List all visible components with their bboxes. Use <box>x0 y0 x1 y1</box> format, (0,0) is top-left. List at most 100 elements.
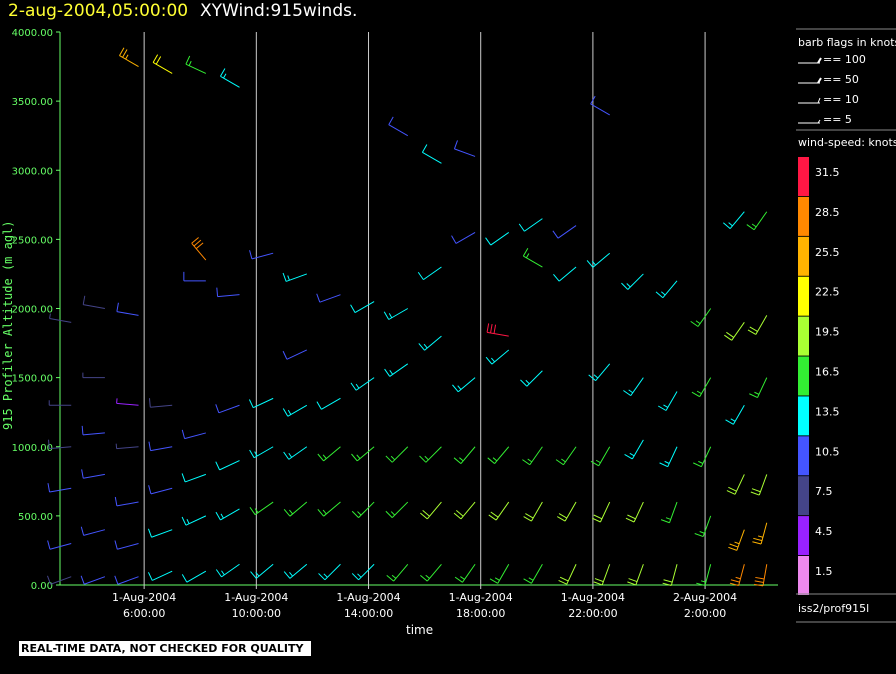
x-tick-date: 1-Aug-2004 <box>224 591 288 604</box>
wind-barb <box>185 55 207 74</box>
wind-barb <box>749 377 768 399</box>
wind-barb <box>725 405 745 425</box>
wind-barb <box>114 496 139 507</box>
wind-barb <box>48 400 72 406</box>
speed-legend-swatch <box>798 556 809 595</box>
wind-barb <box>147 528 173 538</box>
x-tick-time: 14:00:00 <box>344 607 393 620</box>
wind-barb <box>621 273 644 290</box>
wind-barb <box>592 501 611 523</box>
wind-barb <box>520 370 543 387</box>
speed-legend-title: wind-speed: knots <box>798 136 896 149</box>
wind-barb <box>350 301 375 314</box>
wind-barb <box>181 515 207 526</box>
gridlines <box>143 32 706 589</box>
wind-barb <box>420 501 442 520</box>
wind-barb <box>627 564 644 586</box>
wind-barb <box>249 250 274 260</box>
wind-barb <box>593 564 611 586</box>
x-tick-date: 1-Aug-2004 <box>449 591 513 604</box>
wind-barb <box>384 363 409 377</box>
wind-barb <box>451 232 476 244</box>
wind-barb <box>690 308 712 327</box>
quality-warning: REAL-TIME DATA, NOT CHECKED FOR QUALITY <box>19 641 312 656</box>
wind-barb <box>625 501 644 523</box>
wind-barb <box>588 363 611 382</box>
wind-barb <box>116 302 139 316</box>
wind-barb <box>662 564 678 586</box>
wind-barb <box>81 425 105 436</box>
wind-barb <box>282 404 308 417</box>
wind-barb <box>115 443 139 450</box>
y-tick-label: 2000.00 <box>12 305 53 316</box>
wind-barb <box>752 522 768 545</box>
wind-barb <box>351 446 375 462</box>
wind-barb <box>317 501 341 517</box>
wind-barb <box>283 563 308 579</box>
wind-barb <box>220 68 240 88</box>
wind-barb <box>746 211 768 231</box>
wind-barb <box>747 315 768 335</box>
wind-barb <box>283 446 308 460</box>
y-tick-label: 2500.00 <box>12 235 53 246</box>
speed-legend-swatch <box>798 396 809 436</box>
wind-barb <box>351 501 375 518</box>
wind-barb <box>114 540 139 550</box>
wind-barb <box>488 501 510 521</box>
wind-barb <box>694 515 712 538</box>
speed-legend-label: 25.5 <box>815 246 840 259</box>
y-tick-label: 4000.00 <box>12 28 53 39</box>
speed-legend-swatch <box>798 196 809 236</box>
wind-barb <box>80 526 106 536</box>
wind-barb <box>316 293 341 303</box>
wind-barb <box>318 563 341 581</box>
barb-legend-flag <box>817 119 821 124</box>
speed-legend-swatch <box>798 276 809 316</box>
wind-barb <box>215 563 240 578</box>
wind-barb <box>282 272 307 282</box>
x-tick-date: 2-Aug-2004 <box>673 591 737 604</box>
source-label: iss2/prof915l <box>798 602 869 615</box>
wind-barb <box>724 322 745 341</box>
wind-barb <box>183 271 206 282</box>
wind-barb <box>624 439 644 460</box>
wind-barb <box>388 116 409 137</box>
wind-barb <box>385 446 409 463</box>
x-tick-time: 10:00:00 <box>232 607 281 620</box>
speed-legend-label: 22.5 <box>815 286 840 299</box>
speed-legend-label: 1.5 <box>815 565 833 578</box>
wind-barb <box>148 441 173 452</box>
wind-barb <box>657 391 678 411</box>
y-tick-label: 0.00 <box>31 581 53 592</box>
speed-legend-label: 7.5 <box>815 485 833 498</box>
wind-barb <box>660 501 678 524</box>
wind-barb <box>152 54 173 74</box>
wind-barb <box>552 225 577 239</box>
speed-legend-label: 16.5 <box>815 366 840 379</box>
speed-legend-label: 4.5 <box>815 525 833 538</box>
wind-barb <box>417 266 442 281</box>
wind-barb <box>250 563 274 579</box>
wind-barb <box>419 446 442 463</box>
wind-barb <box>518 218 543 232</box>
speed-legend-label: 28.5 <box>815 206 840 219</box>
x-tick-date: 1-Aug-2004 <box>336 591 400 604</box>
wind-barb <box>383 308 409 320</box>
wind-barb <box>523 564 543 584</box>
wind-barb <box>754 564 768 587</box>
wind-barb <box>655 280 678 299</box>
wind-barb <box>116 398 139 406</box>
wind-barb <box>691 377 712 398</box>
x-tick-date: 1-Aug-2004 <box>561 591 625 604</box>
wind-barb <box>81 469 105 479</box>
y-tick-label: 500.00 <box>18 512 53 523</box>
wind-barb <box>119 47 139 67</box>
speed-legend-label: 31.5 <box>815 166 840 179</box>
wind-barb <box>181 570 207 583</box>
wind-barb <box>750 474 768 496</box>
wind-barb <box>181 429 206 440</box>
wind-barb <box>487 446 510 464</box>
wind-barb <box>249 501 274 516</box>
wind-barb <box>485 232 510 246</box>
